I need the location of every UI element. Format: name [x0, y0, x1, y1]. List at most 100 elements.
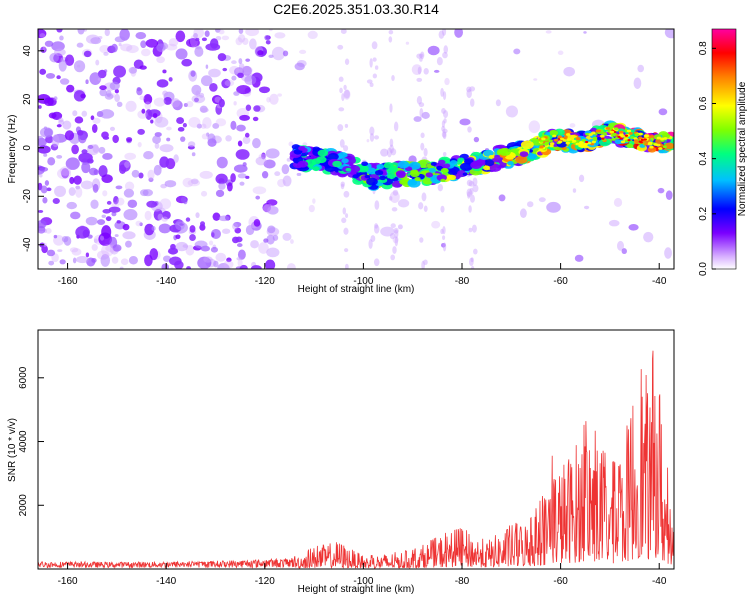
- noise-blob: [242, 136, 251, 145]
- noise-blob: [62, 120, 72, 130]
- noise-blob: [72, 110, 78, 117]
- snr-y-label: SNR (10 * v/v): [7, 418, 18, 482]
- noise-blob: [495, 99, 501, 107]
- noise-blob: [218, 215, 230, 222]
- signal-blob: [484, 159, 495, 167]
- noise-blob: [217, 53, 227, 62]
- noise-blob: [265, 148, 280, 159]
- noise-blob: [165, 43, 178, 51]
- streak-blob: [473, 248, 478, 255]
- spectrogram-x-tick-label: -160: [58, 276, 78, 287]
- noise-blob: [69, 176, 75, 185]
- noise-blob: [183, 103, 188, 108]
- streak-blob: [468, 205, 472, 213]
- noise-blob: [85, 79, 89, 85]
- signal-peak: [643, 138, 647, 141]
- colorbar-tick-label: 0.4: [698, 151, 709, 165]
- noise-blob: [123, 188, 135, 198]
- noise-blob: [42, 242, 48, 247]
- signal-blob: [352, 174, 359, 179]
- signal-blob: [491, 155, 503, 163]
- noise-blob: [221, 35, 230, 41]
- noise-blob: [237, 258, 243, 267]
- noise-blob: [156, 56, 165, 64]
- noise-blob: [217, 263, 230, 269]
- streak-blob: [472, 177, 478, 187]
- streak-blob: [389, 138, 394, 147]
- noise-blob: [198, 92, 205, 98]
- signal-blob: [626, 143, 634, 149]
- signal-blob: [440, 178, 446, 183]
- noise-blob: [208, 68, 221, 78]
- streak-blob: [469, 98, 475, 107]
- streak-blob: [421, 192, 427, 202]
- streak-blob: [418, 53, 424, 58]
- noise-blob: [182, 177, 194, 188]
- noise-blob: [572, 188, 577, 193]
- noise-blob: [266, 234, 275, 245]
- noise-blob: [413, 116, 422, 122]
- noise-blob: [148, 177, 154, 183]
- colorbar-label: Normalized spectral amplitude: [737, 81, 748, 216]
- signal-core: [612, 132, 617, 136]
- noise-blob: [583, 205, 590, 210]
- noise-blob: [39, 166, 49, 172]
- noise-blob: [159, 198, 172, 210]
- streak-blob: [441, 107, 446, 114]
- signal-peak: [639, 141, 643, 144]
- noise-blob: [154, 142, 160, 149]
- noise-blob: [89, 72, 102, 86]
- noise-blob: [528, 120, 541, 134]
- noise-blob: [70, 211, 81, 220]
- noise-blob: [123, 209, 138, 221]
- noise-blob: [38, 145, 51, 154]
- noise-blob: [48, 112, 57, 119]
- noise-blob: [296, 172, 302, 176]
- streak-blob: [470, 265, 475, 269]
- snr-frame: [37, 329, 675, 570]
- noise-blob: [113, 195, 119, 205]
- streak-blob: [338, 76, 344, 82]
- noise-blob: [119, 266, 124, 269]
- noise-blob: [153, 164, 162, 176]
- noise-blob: [267, 225, 276, 234]
- noise-blob: [157, 213, 164, 221]
- signal-core: [571, 139, 577, 143]
- signal-core: [634, 133, 639, 137]
- noise-blob: [76, 256, 89, 264]
- noise-blob: [225, 135, 232, 142]
- signal-core: [620, 140, 626, 144]
- noise-blob: [103, 51, 109, 56]
- streak-blob: [442, 51, 448, 59]
- noise-blob: [80, 180, 94, 190]
- signal-core: [552, 134, 557, 138]
- noise-blob: [163, 97, 172, 105]
- signal-blob: [661, 133, 671, 139]
- streak-blob: [440, 228, 444, 235]
- noise-blob: [264, 34, 270, 41]
- noise-blob: [308, 204, 315, 213]
- streak-blob: [416, 95, 423, 105]
- noise-blob: [343, 89, 351, 100]
- noise-blob: [266, 247, 280, 258]
- signal-core: [563, 136, 568, 140]
- streak-blob: [467, 191, 471, 199]
- noise-blob: [106, 200, 112, 205]
- noise-blob: [120, 258, 129, 265]
- streak-blob: [442, 128, 448, 134]
- noise-blob: [459, 118, 471, 126]
- noise-blob: [263, 238, 269, 243]
- signal-blob: [545, 131, 551, 136]
- noise-blob: [245, 29, 260, 37]
- streak-blob: [467, 126, 472, 133]
- noise-blob: [206, 132, 210, 137]
- signal-core: [644, 134, 650, 138]
- noise-blob: [218, 182, 226, 190]
- noise-blob: [268, 54, 274, 59]
- noise-blob: [97, 77, 102, 81]
- noise-blob: [421, 111, 430, 119]
- signal-core: [558, 140, 563, 144]
- noise-blob: [235, 67, 244, 73]
- noise-blob: [140, 189, 149, 197]
